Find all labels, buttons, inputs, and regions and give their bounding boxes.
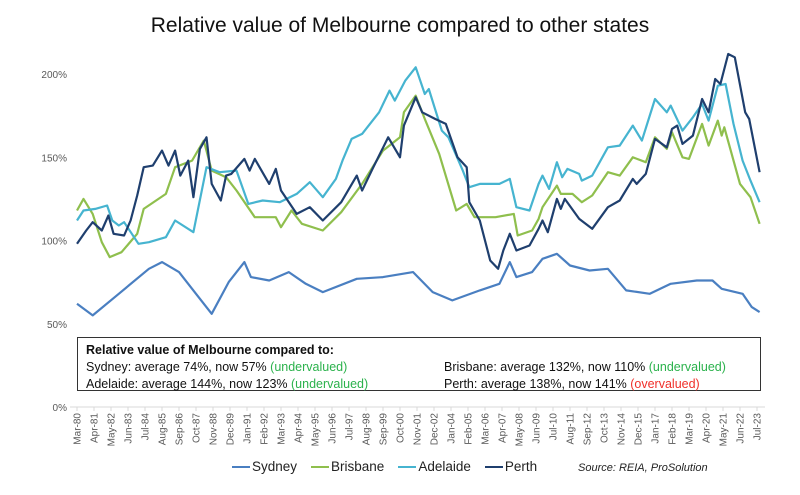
summary-sydney: Sydney: average 74%, now 57% (undervalue…	[86, 359, 444, 376]
legend-label-adelaide: Adelaide	[418, 459, 471, 474]
x-tick-label: Dec-15	[634, 413, 645, 446]
y-tick-label: 50%	[47, 320, 67, 331]
y-tick-label: 100%	[41, 237, 67, 248]
x-tick-label: Nov-14	[617, 413, 628, 446]
x-tick-label: Oct-00	[396, 413, 407, 443]
x-tick-label: Mar-93	[277, 413, 288, 445]
summary-sydney-text: Sydney: average 74%, now 57%	[86, 360, 271, 374]
x-tick-label: May-82	[107, 413, 118, 447]
summary-brisbane: Brisbane: average 132%, now 110% (underv…	[444, 359, 726, 376]
summary-perth-status: (overvalued)	[630, 377, 700, 391]
x-tick-label: Jun-09	[532, 413, 543, 444]
series-line-adelaide	[76, 66, 761, 245]
x-tick-label: Apr-94	[294, 413, 305, 443]
summary-brisbane-text: Brisbane: average 132%, now 110%	[444, 360, 649, 374]
x-tick-label: Mar-19	[685, 413, 696, 445]
legend-item-brisbane: Brisbane	[311, 459, 384, 474]
x-tick-label: Jul-84	[141, 413, 152, 441]
series-line-brisbane	[76, 94, 761, 259]
legend-label-brisbane: Brisbane	[331, 459, 385, 474]
x-tick-label: Jun-22	[736, 413, 747, 444]
summary-adelaide: Adelaide: average 144%, now 123% (underv…	[86, 376, 444, 393]
summary-brisbane-status: (undervalued)	[648, 360, 726, 374]
legend-swatch-perth	[484, 465, 503, 468]
x-tick-label: Jul-23	[753, 413, 764, 441]
summary-perth-text: Perth: average 138%, now 141%	[444, 377, 631, 391]
x-tick-label: Mar-06	[481, 413, 492, 445]
summary-adelaide-text: Adelaide: average 144%, now 123%	[86, 377, 292, 391]
summary-heading: Relative value of Melbourne compared to:	[86, 343, 334, 357]
x-tick-label: Feb-18	[668, 413, 679, 445]
x-tick-label: Sep-12	[583, 413, 594, 446]
legend-swatch-adelaide	[398, 465, 417, 468]
legend-label-perth: Perth	[504, 459, 538, 474]
summary-adelaide-status: (undervalued)	[291, 377, 369, 391]
x-tick-label: Sep-99	[379, 413, 390, 446]
legend-swatch-brisbane	[311, 465, 330, 468]
chart-legend: Sydney Brisbane Adelaide Perth	[232, 459, 551, 474]
series-line-perth	[76, 52, 761, 270]
x-tick-label: Jun-96	[328, 413, 339, 444]
legend-label-sydney: Sydney	[252, 459, 298, 474]
legend-item-sydney: Sydney	[232, 459, 297, 474]
legend-item-perth: Perth	[484, 459, 538, 474]
x-tick-label: Apr-07	[498, 413, 509, 443]
x-tick-label: May-08	[515, 413, 526, 447]
summary-box: Relative value of Melbourne compared to:…	[77, 337, 761, 391]
x-tick-label: Feb-92	[260, 413, 271, 445]
x-tick-label: Dec-02	[430, 413, 441, 446]
legend-swatch-sydney	[232, 465, 250, 468]
legend-item-adelaide: Adelaide	[398, 459, 471, 474]
series-line-sydney	[76, 252, 761, 317]
x-tick-label: Nov-88	[209, 413, 220, 446]
y-tick-label: 0%	[53, 403, 68, 414]
x-tick-label: Dec-89	[226, 413, 237, 446]
x-tick-label: Jan-04	[447, 413, 458, 444]
x-tick-label: Sep-86	[175, 413, 186, 446]
x-tick-label: May-95	[311, 413, 322, 447]
summary-perth: Perth: average 138%, now 141% (overvalue…	[444, 376, 700, 393]
source-note: Source: REIA, ProSolution	[578, 462, 708, 474]
x-tick-label: Mar-80	[73, 413, 84, 445]
summary-sydney-status: (undervalued)	[270, 360, 348, 374]
x-tick-label: May-21	[719, 413, 730, 447]
x-tick-label: Aug-11	[566, 413, 577, 445]
x-tick-label: Feb-05	[464, 413, 475, 445]
x-tick-label: Nov-01	[413, 413, 424, 446]
x-tick-label: Apr-20	[702, 413, 713, 443]
x-tick-label: Jan-17	[651, 413, 662, 444]
x-tick-label: Jul-97	[345, 413, 356, 441]
y-tick-label: 200%	[41, 70, 67, 81]
x-tick-label: Apr-81	[90, 413, 101, 443]
x-tick-label: Aug-85	[158, 413, 169, 446]
x-tick-label: Jul-10	[549, 413, 560, 441]
x-tick-label: Oct-87	[192, 413, 203, 443]
x-tick-label: Jan-91	[243, 413, 254, 444]
x-tick-label: Aug-98	[362, 413, 373, 446]
y-tick-label: 150%	[41, 153, 67, 164]
x-tick-label: Oct-13	[600, 413, 611, 443]
chart-title: Relative value of Melbourne compared to …	[150, 14, 650, 37]
x-tick-label: Jun-83	[124, 413, 135, 444]
